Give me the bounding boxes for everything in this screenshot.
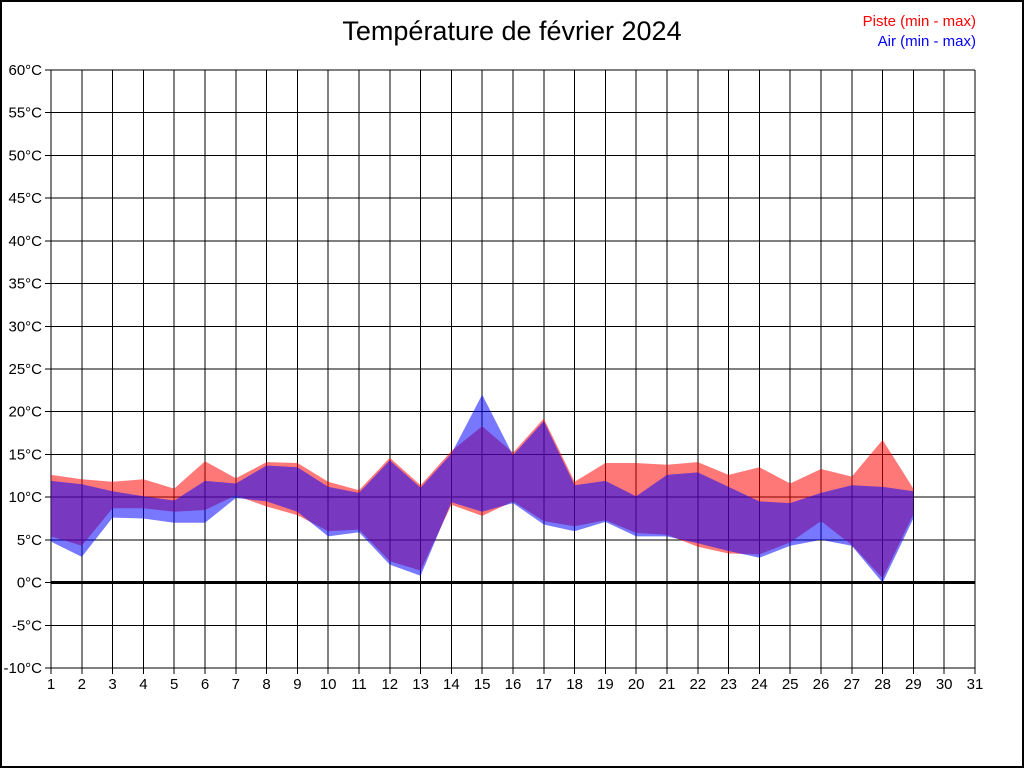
y-tick-label: 45°C [8,190,42,207]
air-band [51,394,914,583]
y-tick-label: 35°C [8,276,42,293]
y-tick-label: 25°C [8,361,42,378]
y-tick-label: 10°C [8,489,42,506]
y-tick-label: 50°C [8,147,42,164]
x-tick-label: 11 [351,676,367,693]
x-tick-label: 24 [751,676,768,693]
x-tick-label: 5 [170,676,178,693]
x-tick-label: 21 [659,676,676,693]
x-tick-label: 2 [78,676,86,693]
x-tick-label: 30 [936,676,953,693]
chart-title: Température de février 2024 [342,16,682,46]
x-tick-label: 29 [905,676,922,693]
y-tick-label: 40°C [8,233,42,250]
x-tick-label: 22 [689,676,706,693]
legend-item-air: Air (min - max) [877,33,976,50]
x-tick-label: 9 [293,676,301,693]
x-tick-label: 20 [628,676,645,693]
legend-item-piste: Piste (min - max) [862,13,976,30]
x-tick-label: 27 [843,676,860,693]
x-tick-label: 12 [381,676,398,693]
x-tick-label: 4 [139,676,147,693]
x-tick-label: 28 [874,676,891,693]
x-tick-label: 19 [597,676,614,693]
x-tick-label: 8 [262,676,270,693]
x-tick-label: 13 [412,676,429,693]
grid [45,69,976,674]
y-tick-label: 55°C [8,105,42,122]
x-tick-label: 15 [474,676,491,693]
y-tick-label: 30°C [8,318,42,335]
y-tick-label: -5°C [12,617,42,634]
y-tick-label: -10°C [3,660,42,677]
x-tick-label: 14 [443,676,460,693]
x-tick-label: 7 [232,676,240,693]
x-tick-label: 10 [320,676,337,693]
legend: Piste (min - max) Air (min - max) [863,12,976,52]
y-tick-label: 15°C [8,446,42,463]
x-tick-label: 17 [535,676,552,693]
x-tick-label: 3 [108,676,116,693]
x-tick-label: 26 [813,676,830,693]
x-tick-label: 18 [566,676,583,693]
x-tick-label: 1 [47,676,55,693]
x-tick-label: 23 [720,676,737,693]
x-tick-label: 16 [505,676,522,693]
x-tick-label: 31 [967,676,984,693]
y-tick-label: 60°C [8,62,42,79]
x-tick-label: 6 [201,676,209,693]
x-tick-label: 25 [782,676,799,693]
y-tick-label: 5°C [17,532,42,549]
y-tick-label: 0°C [17,575,42,592]
y-tick-label: 20°C [8,404,42,421]
